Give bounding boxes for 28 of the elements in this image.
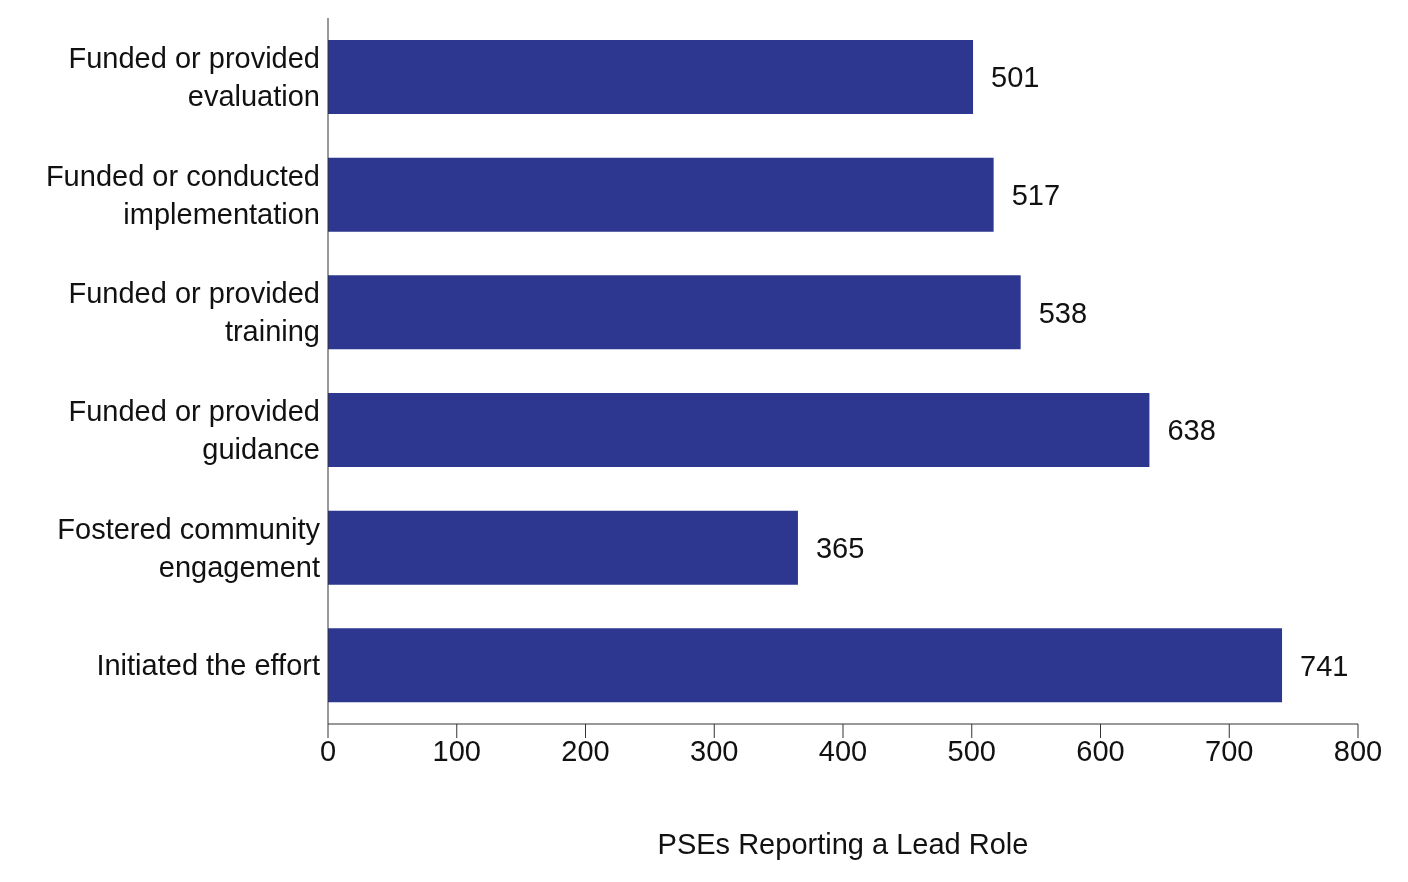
x-tick-label: 700 bbox=[1205, 734, 1254, 767]
data-label: 741 bbox=[1300, 649, 1349, 682]
x-tick-label: 300 bbox=[690, 734, 739, 767]
data-label: 517 bbox=[1011, 178, 1061, 211]
x-tick-label: 800 bbox=[1333, 734, 1383, 767]
bar bbox=[328, 40, 974, 114]
data-label: 638 bbox=[1167, 414, 1216, 447]
y-tick-label: Funded or provided training bbox=[68, 277, 320, 348]
x-tick-label: 100 bbox=[432, 734, 481, 767]
x-tick-label: 400 bbox=[818, 734, 868, 767]
data-label: 538 bbox=[1038, 296, 1088, 329]
bar bbox=[328, 275, 1021, 350]
y-tick-label: Funded or provided evaluation bbox=[68, 41, 320, 112]
data-label: 501 bbox=[991, 61, 1040, 94]
x-axis-title: PSEs Reporting a Lead Role bbox=[657, 828, 1029, 860]
y-tick-label: Initiated the effort bbox=[96, 649, 320, 682]
y-tick-label: Fostered community engagement bbox=[57, 512, 321, 583]
x-tick-label: 0 bbox=[319, 734, 337, 767]
bar bbox=[328, 393, 1150, 467]
bar bbox=[328, 628, 1283, 703]
data-label: 365 bbox=[815, 531, 865, 564]
y-tick-label: Funded or conducted implementation bbox=[45, 159, 320, 230]
x-tick-label: 600 bbox=[1076, 734, 1125, 767]
y-tick-label: Funded or provided guidance bbox=[68, 394, 320, 465]
bar bbox=[328, 157, 994, 232]
x-tick-label: 200 bbox=[561, 734, 610, 767]
x-tick-label: 500 bbox=[947, 734, 996, 767]
bar bbox=[328, 510, 798, 585]
